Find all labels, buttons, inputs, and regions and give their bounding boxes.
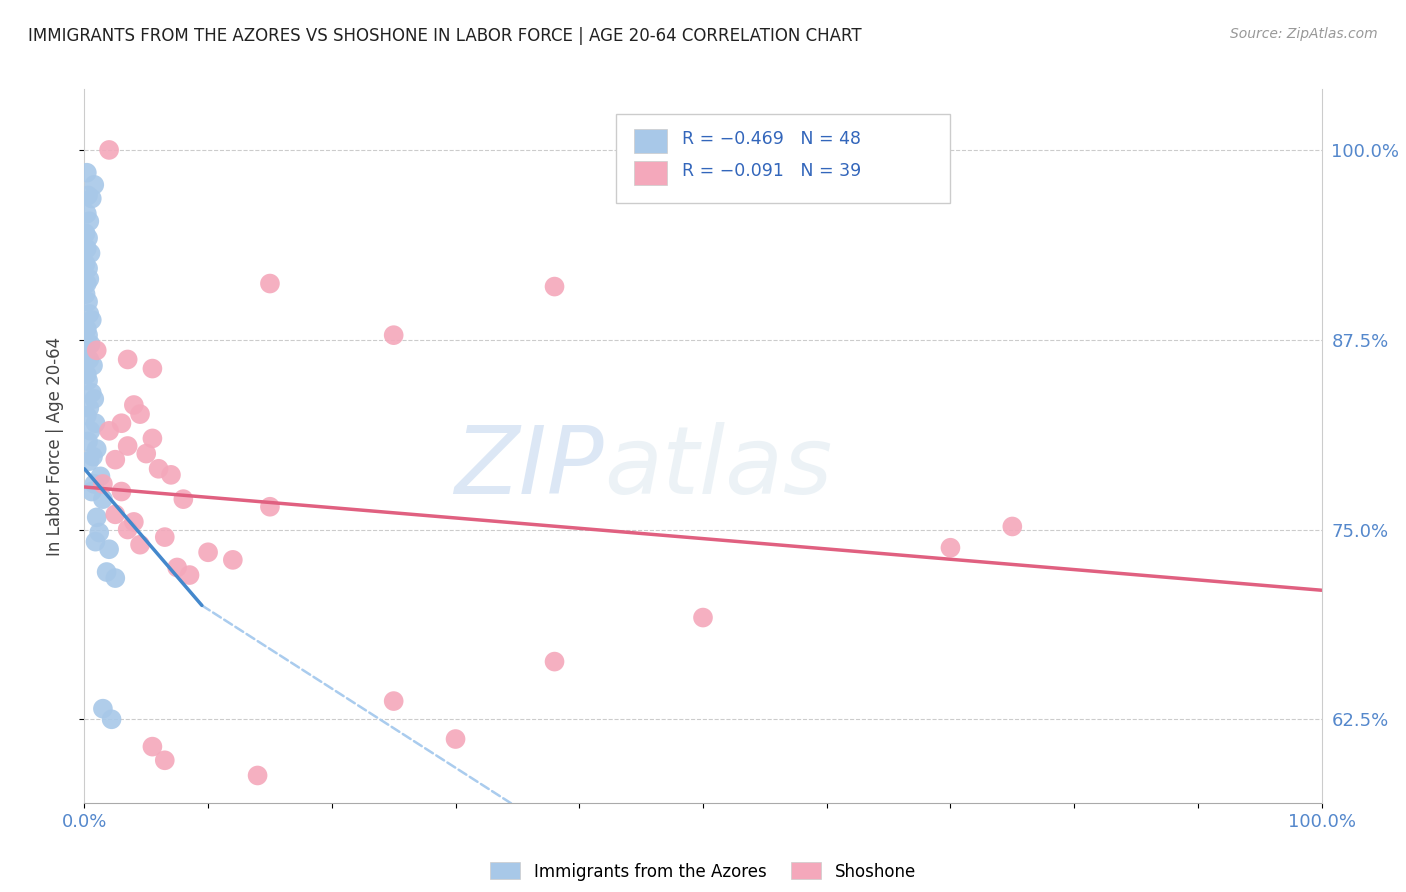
Point (91, 492, 114, 507)
Point (75, 227, 97, 241)
Point (77, 261, 100, 276)
Point (129, 407, 152, 421)
Point (98, 542, 121, 557)
Point (76, 409, 98, 423)
Point (75, 287, 97, 301)
Point (148, 462, 170, 476)
Point (129, 538, 152, 552)
Point (166, 560, 188, 574)
Point (98, 143, 121, 157)
Point (79, 272, 101, 286)
Point (141, 739, 163, 754)
Point (153, 530, 176, 544)
FancyBboxPatch shape (634, 128, 666, 153)
Point (86, 442, 108, 456)
Point (80, 484, 103, 499)
Point (197, 545, 219, 559)
Point (82, 359, 104, 373)
FancyBboxPatch shape (634, 161, 666, 185)
Point (110, 416, 132, 430)
Point (76, 166, 98, 180)
Point (259, 277, 281, 291)
Point (76, 207, 98, 221)
Point (76, 242, 98, 256)
Text: Source: ZipAtlas.com: Source: ZipAtlas.com (1230, 27, 1378, 41)
Point (104, 452, 127, 467)
Point (117, 439, 139, 453)
Legend: Immigrants from the Azores, Shoshone: Immigrants from the Azores, Shoshone (484, 855, 922, 888)
Point (382, 328, 405, 343)
Point (96, 565, 118, 579)
Point (82, 450, 104, 464)
Point (110, 484, 132, 499)
Point (117, 352, 139, 367)
Point (83, 178, 105, 192)
Point (83, 477, 105, 491)
Point (104, 571, 127, 585)
Point (444, 732, 467, 747)
Point (222, 553, 245, 567)
Point (77, 188, 100, 202)
FancyBboxPatch shape (616, 114, 950, 203)
Point (100, 712, 122, 726)
Point (76, 322, 98, 336)
Point (77, 294, 100, 309)
Point (76, 368, 98, 382)
Point (246, 768, 269, 782)
Point (91, 701, 114, 715)
Point (76, 277, 98, 291)
Point (84, 534, 107, 549)
Point (77, 374, 100, 388)
Point (692, 610, 714, 624)
Point (79, 401, 101, 415)
Point (117, 523, 139, 537)
Point (79, 307, 101, 321)
Point (77, 328, 100, 343)
Text: IMMIGRANTS FROM THE AZORES VS SHOSHONE IN LABOR FORCE | AGE 20-64 CORRELATION CH: IMMIGRANTS FROM THE AZORES VS SHOSHONE I… (28, 27, 862, 45)
Point (122, 398, 145, 412)
Point (80, 192, 103, 206)
Point (179, 568, 201, 582)
Point (79, 214, 101, 228)
Point (91, 477, 114, 491)
Point (141, 431, 163, 445)
Point (80, 385, 103, 400)
Point (141, 361, 163, 376)
Point (382, 694, 405, 708)
Point (86, 510, 108, 524)
Point (79, 454, 101, 468)
Point (79, 424, 101, 438)
Point (543, 655, 565, 669)
Point (98, 424, 121, 438)
Point (259, 500, 281, 514)
Y-axis label: In Labor Force | Age 20-64: In Labor Force | Age 20-64 (45, 336, 63, 556)
Point (75, 257, 97, 271)
Point (153, 753, 176, 767)
Point (939, 541, 962, 555)
Point (77, 434, 100, 449)
Point (75, 343, 97, 358)
Point (104, 508, 127, 522)
Point (77, 231, 100, 245)
Point (84, 416, 107, 430)
Point (79, 352, 101, 367)
Point (79, 337, 101, 351)
Text: ZIP: ZIP (454, 422, 605, 513)
Point (79, 246, 101, 260)
Text: R = −0.091   N = 39: R = −0.091 N = 39 (682, 162, 862, 180)
Point (89, 469, 111, 483)
Point (80, 313, 103, 327)
Point (86, 343, 108, 358)
Text: atlas: atlas (605, 422, 832, 513)
Point (89, 525, 111, 540)
Point (160, 467, 183, 482)
Point (83, 392, 105, 406)
Point (135, 447, 157, 461)
Point (543, 279, 565, 293)
Point (1001, 519, 1024, 533)
Point (122, 515, 145, 529)
Text: R = −0.469   N = 48: R = −0.469 N = 48 (682, 130, 860, 148)
Point (172, 492, 194, 507)
